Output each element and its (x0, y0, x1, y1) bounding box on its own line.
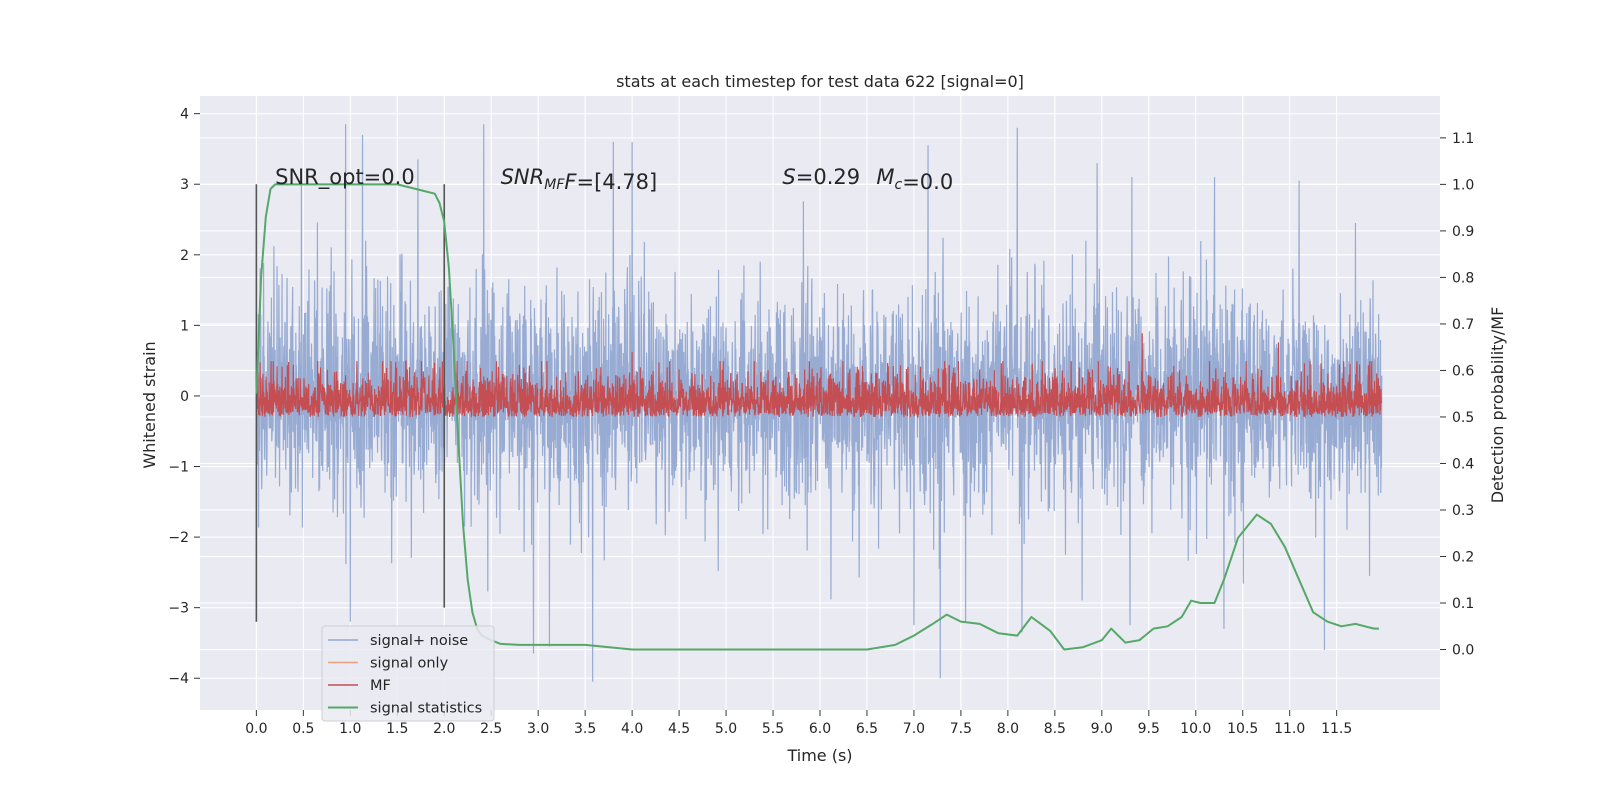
legend: signal+ noise signal only MF signal statist… (321, 625, 495, 722)
y-tick-label: 2 (180, 248, 189, 264)
y2-tick-label: 1.0 (1452, 177, 1474, 193)
y2-tick-label: 0.8 (1452, 270, 1474, 286)
y-tick-label: 3 (180, 177, 189, 193)
x-tick-label: 5.5 (762, 721, 784, 737)
x-tick-label: 5.0 (715, 721, 737, 737)
legend-entry: signal only (370, 656, 449, 672)
y2-axis-label: Detection probability/MF (1488, 307, 1507, 504)
y2-tick-label: 0.4 (1452, 456, 1474, 472)
x-tick-label: 6.0 (809, 721, 831, 737)
y-tick-label: −1 (168, 460, 189, 476)
x-tick-label: 3.0 (527, 721, 549, 737)
annotation-2: S=0.29 (782, 165, 860, 189)
y2-tick-label: 0.0 (1452, 643, 1474, 659)
x-tick-label: 11.5 (1321, 721, 1352, 737)
y-tick-label: −2 (168, 530, 189, 546)
x-tick-label: 1.5 (386, 721, 408, 737)
y2-tick-label: 0.2 (1452, 550, 1474, 566)
x-tick-label: 9.5 (1138, 721, 1160, 737)
marker-lines (255, 184, 446, 622)
x-tick-label: 8.5 (1044, 721, 1066, 737)
x-tick-label: 7.5 (950, 721, 972, 737)
annotations: SNR_opt=0.0 SNRMFF=[4.78] S=0.29 Mc=0.0 (275, 165, 953, 194)
x-tick-label: 2.5 (480, 721, 502, 737)
y-tick-label: 1 (180, 318, 189, 334)
annotation-1: SNRMFF=[4.78] (501, 165, 658, 194)
x-tick-label: 4.0 (621, 721, 643, 737)
x-tick-label: 10.0 (1180, 721, 1211, 737)
x-tick-label: 2.0 (433, 721, 455, 737)
x-tick-label: 11.0 (1274, 721, 1305, 737)
y2-tick-label: 0.3 (1452, 503, 1474, 519)
annotation-3: Mc=0.0 (876, 165, 953, 194)
y2-tick-label: 0.6 (1452, 363, 1474, 379)
x-tick-label: 9.0 (1091, 721, 1113, 737)
x-tick-label: 1.0 (339, 721, 361, 737)
x-tick-label: 4.5 (668, 721, 690, 737)
y-tick-label: −4 (168, 671, 189, 687)
y-tick-label: −3 (168, 601, 189, 617)
chart-title: stats at each timestep for test data 622… (616, 72, 1024, 91)
y2-tick-label: 0.1 (1452, 596, 1474, 612)
y2-tick-label: 0.7 (1452, 317, 1474, 333)
y2-tick-label: 0.9 (1452, 224, 1474, 240)
y-tick-label: 4 (180, 107, 189, 123)
x-tick-label: 3.5 (574, 721, 596, 737)
y-tick-label: 0 (180, 389, 189, 405)
y2-tick-label: 1.1 (1452, 131, 1474, 147)
legend-entry: signal+ noise (370, 633, 468, 649)
x-tick-label: 10.5 (1227, 721, 1258, 737)
legend-entry: MF (370, 678, 391, 694)
x-axis-label: Time (s) (786, 746, 852, 765)
annotation-0: SNR_opt=0.0 (275, 165, 415, 190)
y2-tick-label: 0.5 (1452, 410, 1474, 426)
x-tick-label: 6.5 (856, 721, 878, 737)
x-tick-label: 8.0 (997, 721, 1019, 737)
y-axis-label: Whitened strain (140, 341, 159, 468)
x-tick-label: 0.0 (245, 721, 267, 737)
series-signal-statistics (255, 183, 1379, 651)
legend-box (321, 625, 495, 722)
signal-statistics-line (255, 183, 1379, 651)
axis-ticks: 0.0 0.5 1.0 1.5 2.0 2.5 3.0 3.5 4.0 4.5 5.0 5.5 6.0 6… (168, 107, 1474, 737)
x-tick-label: 0.5 (292, 721, 314, 737)
x-tick-label: 7.0 (903, 721, 925, 737)
legend-entry: signal statistics (370, 701, 482, 717)
